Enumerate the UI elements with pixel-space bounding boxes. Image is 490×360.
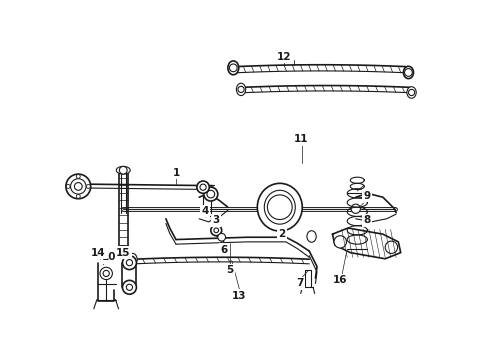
Circle shape (218, 233, 225, 241)
Text: 6: 6 (220, 244, 228, 255)
Text: 13: 13 (232, 291, 247, 301)
Text: 16: 16 (333, 275, 347, 285)
Circle shape (74, 183, 82, 190)
Circle shape (126, 260, 133, 266)
Circle shape (409, 89, 415, 95)
Circle shape (405, 69, 412, 76)
Circle shape (100, 267, 112, 280)
Text: 4: 4 (202, 206, 209, 216)
Circle shape (66, 174, 91, 199)
Text: 11: 11 (294, 134, 309, 144)
Ellipse shape (116, 246, 130, 253)
Circle shape (334, 236, 346, 248)
Text: 8: 8 (364, 215, 371, 225)
Text: 14: 14 (91, 248, 106, 258)
Ellipse shape (228, 61, 239, 75)
Circle shape (120, 246, 127, 253)
Circle shape (207, 190, 215, 198)
Circle shape (229, 64, 237, 72)
Text: 12: 12 (277, 52, 292, 62)
Text: 10: 10 (102, 252, 117, 262)
Circle shape (385, 241, 397, 253)
Circle shape (214, 228, 219, 233)
Ellipse shape (128, 253, 137, 266)
Circle shape (238, 86, 244, 93)
Circle shape (76, 175, 80, 178)
Circle shape (71, 179, 86, 194)
Circle shape (66, 184, 70, 188)
Ellipse shape (236, 83, 245, 95)
Circle shape (76, 194, 80, 198)
Ellipse shape (257, 183, 302, 231)
Circle shape (122, 280, 136, 294)
Text: 3: 3 (213, 215, 220, 225)
Polygon shape (333, 228, 401, 259)
Ellipse shape (264, 190, 295, 224)
Text: 2: 2 (278, 229, 286, 239)
Circle shape (120, 166, 127, 174)
Ellipse shape (307, 231, 316, 242)
Circle shape (204, 187, 218, 201)
Circle shape (197, 181, 209, 193)
Circle shape (86, 184, 90, 188)
Circle shape (211, 225, 221, 236)
Text: 15: 15 (116, 248, 130, 258)
Text: 1: 1 (172, 167, 179, 177)
Ellipse shape (407, 87, 416, 98)
Circle shape (103, 270, 109, 276)
Ellipse shape (403, 66, 414, 78)
Text: 5: 5 (226, 265, 234, 275)
Circle shape (351, 204, 361, 213)
Text: 9: 9 (364, 191, 371, 201)
Circle shape (126, 284, 133, 291)
Text: 7: 7 (296, 278, 304, 288)
Ellipse shape (116, 166, 130, 174)
Circle shape (200, 184, 206, 190)
Circle shape (122, 256, 136, 270)
Circle shape (268, 195, 292, 220)
